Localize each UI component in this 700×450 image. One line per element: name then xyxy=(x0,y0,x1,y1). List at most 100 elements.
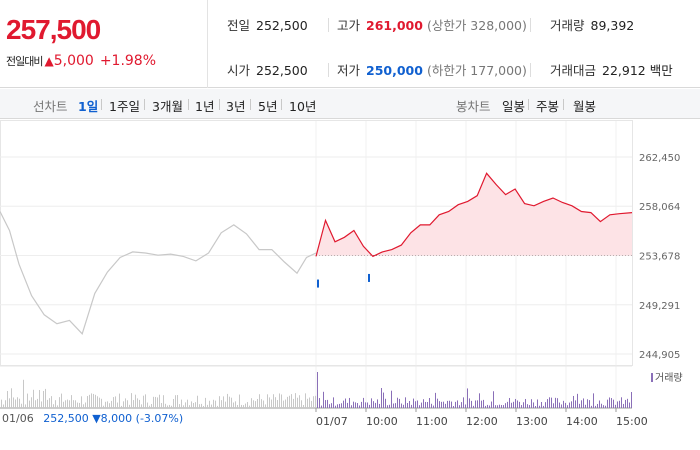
range-option-10y[interactable]: 10년 xyxy=(289,99,317,114)
volume-bar xyxy=(371,398,372,408)
volume-bar xyxy=(343,400,344,408)
range-option-1d[interactable]: 1일 xyxy=(78,99,99,114)
volume-bar xyxy=(169,404,170,408)
volume-bar xyxy=(531,399,532,408)
range-option-3m[interactable]: 3개월 xyxy=(152,99,183,114)
volume-bar xyxy=(345,398,346,408)
volume-bar xyxy=(503,405,504,408)
candle-option-weekly[interactable]: 주봉 xyxy=(536,99,560,114)
volume-bar xyxy=(171,405,172,408)
volume-bar xyxy=(183,405,184,408)
volume-bar xyxy=(383,392,384,408)
volume-bar xyxy=(337,404,338,408)
candle-option-daily[interactable]: 일봉 xyxy=(502,99,526,114)
volume-bar xyxy=(557,398,558,408)
divider xyxy=(219,99,220,110)
volume-bar xyxy=(271,399,272,408)
volume-bar xyxy=(417,400,418,408)
volume-bar xyxy=(39,390,40,408)
volume-bar xyxy=(483,399,484,408)
volume-bar xyxy=(287,396,288,408)
volume-bar xyxy=(621,397,622,408)
volume-bar xyxy=(175,395,176,408)
prev-day-price-line xyxy=(0,211,317,335)
volume-bar xyxy=(425,401,426,408)
volume-bar xyxy=(137,398,138,408)
x-tick-label: 11:00 xyxy=(416,415,448,428)
volume-bar xyxy=(177,395,178,408)
volume-bar xyxy=(537,399,538,408)
volume-bar xyxy=(23,379,24,408)
divider xyxy=(188,99,189,110)
volume-bar xyxy=(519,401,520,408)
volume-bar xyxy=(363,397,364,408)
range-option-3y[interactable]: 3년 xyxy=(226,99,246,114)
y-tick-label: 253,678 xyxy=(639,251,680,262)
prev-day-pct: (-3.07%) xyxy=(135,412,184,425)
volume-bar xyxy=(181,399,182,408)
volume-bar xyxy=(59,397,60,408)
volume-bar xyxy=(307,398,308,408)
volume-bar xyxy=(203,405,204,408)
volume-bar xyxy=(451,401,452,408)
divider xyxy=(250,99,251,110)
range-option-1w[interactable]: 1주일 xyxy=(109,99,140,114)
volume-bar xyxy=(241,404,242,408)
volume-bar xyxy=(151,403,152,408)
volume-bar xyxy=(7,390,8,408)
volume-value: 89,392 xyxy=(590,18,635,33)
volume-bar xyxy=(3,404,4,408)
volume-bar xyxy=(113,397,114,408)
amount-value: 22,912 백만 xyxy=(602,63,673,78)
volume-bar xyxy=(549,397,550,408)
volume-bar xyxy=(613,399,614,408)
volume-bar xyxy=(571,401,572,408)
volume-bar xyxy=(575,400,576,408)
divider xyxy=(530,63,531,77)
volume-bar xyxy=(401,403,402,408)
volume-bar xyxy=(505,403,506,408)
volume-bar xyxy=(521,405,522,408)
volume-bar xyxy=(397,397,398,408)
volume-bar xyxy=(235,401,236,408)
volume-bar xyxy=(393,403,394,408)
volume-bar xyxy=(457,400,458,408)
volume-bar xyxy=(289,395,290,408)
volume-bar xyxy=(45,388,46,408)
prev-close-value: 252,500 xyxy=(256,18,308,33)
volume-bar xyxy=(237,404,238,408)
candle-chart-label: 봉차트 xyxy=(456,99,491,114)
volume-bar xyxy=(413,398,414,408)
volume-bar xyxy=(523,402,524,408)
volume-bar xyxy=(487,404,488,408)
volume-bar xyxy=(445,403,446,408)
volume-bar xyxy=(365,402,366,408)
volume-bar xyxy=(391,390,392,408)
volume-bar xyxy=(19,398,20,408)
y-tick-label: 262,450 xyxy=(639,153,680,164)
volume-bar xyxy=(141,404,142,408)
volume-bar xyxy=(17,397,18,408)
range-option-1y[interactable]: 1년 xyxy=(195,99,215,114)
high-value: 261,000 xyxy=(366,18,423,33)
low-label: 저가 xyxy=(337,63,361,78)
volume-bar xyxy=(379,403,380,408)
range-option-5y[interactable]: 5년 xyxy=(258,99,278,114)
candle-option-monthly[interactable]: 월봉 xyxy=(573,99,597,114)
volume-bar xyxy=(25,404,26,408)
volume-bar xyxy=(291,394,292,408)
volume-bar xyxy=(615,404,616,408)
volume-bar xyxy=(449,400,450,408)
divider xyxy=(563,99,564,110)
volume-bar xyxy=(147,402,148,408)
volume-bar xyxy=(553,403,554,408)
volume-bar xyxy=(369,404,370,408)
volume-bar xyxy=(293,398,294,408)
volume-bar xyxy=(309,397,310,408)
volume-bar xyxy=(145,394,146,408)
volume-bar xyxy=(567,405,568,408)
volume-bar xyxy=(27,393,28,408)
volume-bar xyxy=(509,397,510,408)
volume-bar xyxy=(197,395,198,408)
